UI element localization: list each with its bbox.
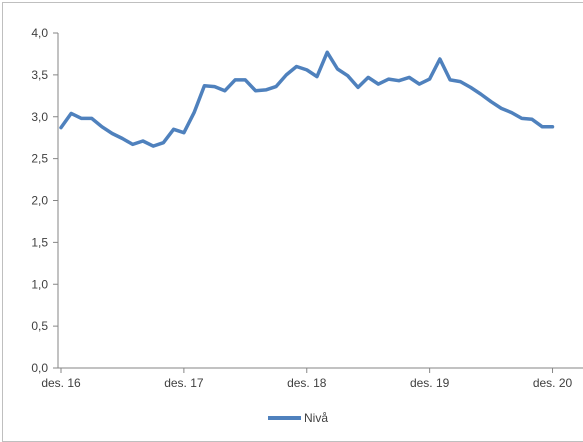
series-line-0: [59, 50, 555, 148]
y-tick-label: 2,5: [31, 152, 48, 166]
axes: [53, 32, 583, 373]
y-tick-label: 1,5: [31, 235, 48, 249]
y-tick-label: 3,5: [31, 68, 48, 82]
y-tick-labels: 0,0 0,5 1,0 1,5 2,0 2,5 3,0 3,5 4,0: [31, 26, 48, 375]
y-tick-label: 4,0: [31, 26, 48, 40]
y-tick-label: 0,0: [31, 361, 48, 375]
y-tick-label: 0,5: [31, 319, 48, 333]
x-tick-labels: des. 16 des. 17 des. 18 des. 19 des. 20: [41, 376, 572, 390]
y-tick-label: 1,0: [31, 277, 48, 291]
x-tick-label: des. 20: [533, 376, 573, 390]
y-tick-label: 3,0: [31, 110, 48, 124]
legend: Nivå: [268, 411, 328, 425]
y-tick-label: 2,0: [31, 194, 48, 208]
x-tick-label: des. 18: [287, 376, 327, 390]
legend-label-niva: Nivå: [304, 411, 328, 425]
x-tick-label: des. 16: [41, 376, 81, 390]
x-tick-label: des. 17: [164, 376, 204, 390]
series-group: [59, 50, 555, 148]
x-tick-label: des. 19: [410, 376, 450, 390]
